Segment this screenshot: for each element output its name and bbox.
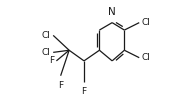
Text: F: F: [58, 81, 63, 89]
Text: Cl: Cl: [42, 48, 51, 57]
Text: N: N: [108, 7, 116, 17]
Text: F: F: [81, 87, 87, 96]
Text: Cl: Cl: [42, 31, 51, 40]
Text: F: F: [49, 56, 54, 65]
Text: Cl: Cl: [142, 18, 150, 27]
Text: Cl: Cl: [142, 53, 150, 62]
